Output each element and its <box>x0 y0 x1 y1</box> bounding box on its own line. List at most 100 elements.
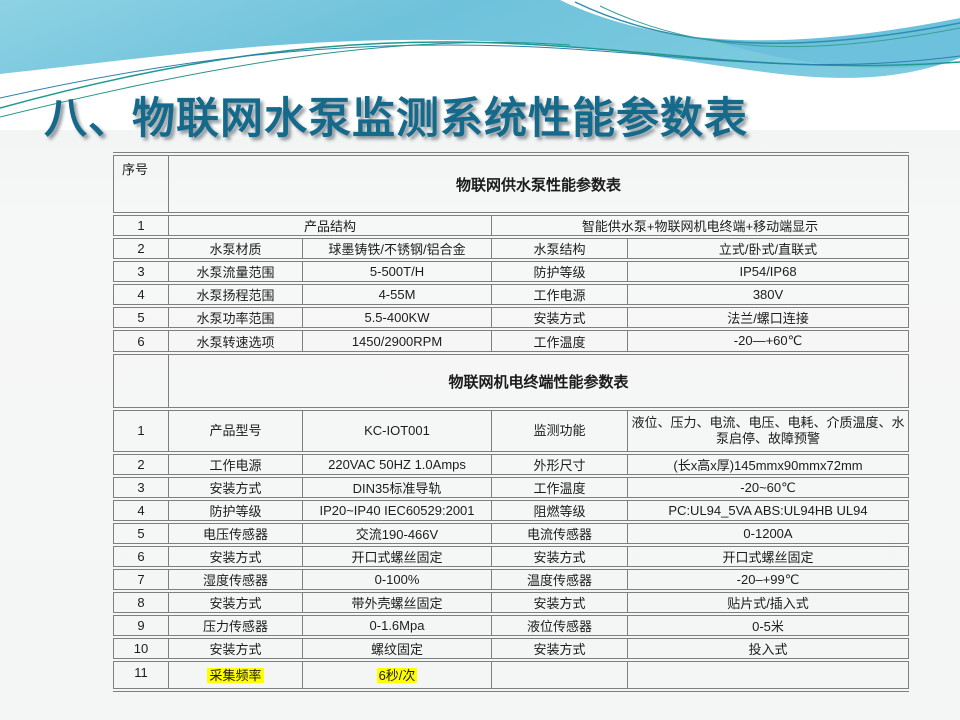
highlighted-value: 6秒/次 <box>376 668 418 683</box>
cell-value: 4-55M <box>302 281 492 308</box>
cell-value: 智能供水泵+物联网机电终端+移动端显示 <box>490 212 910 239</box>
cell-serial: 6 <box>113 327 169 355</box>
cell-label: 工作温度 <box>491 474 628 501</box>
cell-value: 投入式 <box>626 635 910 662</box>
cell-value: DIN35标准导轨 <box>302 474 492 501</box>
cell-value: 0-100% <box>302 566 492 593</box>
cell-serial: 4 <box>113 497 169 524</box>
cell-label: 水泵转速选项 <box>168 327 303 355</box>
cell-label: 安装方式 <box>168 543 303 570</box>
cell-serial: 5 <box>113 304 169 331</box>
cell-label: 产品结构 <box>168 212 492 239</box>
table-row: 3 安装方式 DIN35标准导轨 工作温度 -20~60℃ <box>113 474 910 501</box>
cell-label: 产品型号 <box>168 407 303 455</box>
cell-value: PC:UL94_5VA ABS:UL94HB UL94 <box>626 497 910 524</box>
cell-value: 0-5米 <box>626 612 910 639</box>
cell-label: 水泵流量范围 <box>168 258 303 285</box>
cell-label: 安装方式 <box>168 589 303 616</box>
cell-value: -20—+60℃ <box>626 327 910 355</box>
cell-label: 安装方式 <box>168 474 303 501</box>
table-row: 9 压力传感器 0-1.6Mpa 液位传感器 0-5米 <box>113 612 910 639</box>
highlighted-label: 采集频率 <box>207 668 264 683</box>
table-row: 10 安装方式 螺纹固定 安装方式 投入式 <box>113 635 910 662</box>
cell-label: 阻燃等级 <box>491 497 628 524</box>
cell-label: 工作温度 <box>491 327 628 355</box>
wave-decoration <box>0 0 960 130</box>
cell-value: 液位、压力、电流、电压、电耗、介质温度、水泵启停、故障预警 <box>626 407 910 455</box>
cell-value: 1450/2900RPM <box>302 327 492 355</box>
table-row: 3 水泵流量范围 5-500T/H 防护等级 IP54/IP68 <box>113 258 910 285</box>
table-header-row: 序号 物联网供水泵性能参数表 <box>113 152 910 216</box>
cell-serial: 6 <box>113 543 169 570</box>
cell-value: 5.5-400KW <box>302 304 492 331</box>
table-row: 5 电压传感器 交流190-466V 电流传感器 0-1200A <box>113 520 910 547</box>
cell-value: 贴片式/插入式 <box>626 589 910 616</box>
cell-label: 工作电源 <box>491 281 628 308</box>
cell-value: 0-1200A <box>626 520 910 547</box>
cell-label: 监测功能 <box>491 407 628 455</box>
cell-label: 湿度传感器 <box>168 566 303 593</box>
cell-label: 外形尺寸 <box>491 451 628 478</box>
cell-label: 安装方式 <box>491 304 628 331</box>
cell-label: 水泵功率范围 <box>168 304 303 331</box>
cell-value: 立式/卧式/直联式 <box>626 235 910 262</box>
table-row: 1 产品结构 智能供水泵+物联网机电终端+移动端显示 <box>113 212 910 239</box>
cell-label: 安装方式 <box>491 589 628 616</box>
cell-value: IP20~IP40 IEC60529:2001 <box>302 497 492 524</box>
cell-serial: 3 <box>113 474 169 501</box>
cell-serial: 1 <box>113 407 169 455</box>
cell-label: 安装方式 <box>168 635 303 662</box>
cell-value: 开口式螺丝固定 <box>302 543 492 570</box>
cell-value: 螺纹固定 <box>302 635 492 662</box>
table-row: 5 水泵功率范围 5.5-400KW 安装方式 法兰/螺口连接 <box>113 304 910 331</box>
cell-label: 水泵材质 <box>168 235 303 262</box>
cell-value: 0-1.6Mpa <box>302 612 492 639</box>
cell-value: (长x高x厚)145mmx90mmx72mm <box>626 451 910 478</box>
cell-label: 安装方式 <box>491 635 628 662</box>
cell-label: 水泵扬程范围 <box>168 281 303 308</box>
cell-label: 防护等级 <box>168 497 303 524</box>
cell-value: 法兰/螺口连接 <box>626 304 910 331</box>
cell-serial: 11 <box>113 658 169 692</box>
cell-value: 球墨铸铁/不锈钢/铝合金 <box>302 235 492 262</box>
cell-label: 安装方式 <box>491 543 628 570</box>
cell-value: 5-500T/H <box>302 258 492 285</box>
cell-serial: 8 <box>113 589 169 616</box>
cell-serial: 7 <box>113 566 169 593</box>
table-row: 4 防护等级 IP20~IP40 IEC60529:2001 阻燃等级 PC:U… <box>113 497 910 524</box>
table-row: 4 水泵扬程范围 4-55M 工作电源 380V <box>113 281 910 308</box>
table-row: 6 水泵转速选项 1450/2900RPM 工作温度 -20—+60℃ <box>113 327 910 355</box>
cell-serial: 2 <box>113 235 169 262</box>
table-row: 7 湿度传感器 0-100% 温度传感器 -20–+99℃ <box>113 566 910 593</box>
cell-serial: 4 <box>113 281 169 308</box>
parameters-table: 序号 物联网供水泵性能参数表 1 产品结构 智能供水泵+物联网机电终端+移动端显… <box>113 152 910 692</box>
cell-serial: 2 <box>113 451 169 478</box>
cell-value: 6秒/次 <box>302 658 492 692</box>
cell-label: 液位传感器 <box>491 612 628 639</box>
table-row: 2 水泵材质 球墨铸铁/不锈钢/铝合金 水泵结构 立式/卧式/直联式 <box>113 235 910 262</box>
cell-label: 工作电源 <box>168 451 303 478</box>
cell-serial: 9 <box>113 612 169 639</box>
table-row-highlighted: 11 采集频率 6秒/次 <box>113 658 910 692</box>
cell-value: IP54/IP68 <box>626 258 910 285</box>
cell-value: -20~60℃ <box>626 474 910 501</box>
cell-value: KC-IOT001 <box>302 407 492 455</box>
table-row: 1 产品型号 KC-IOT001 监测功能 液位、压力、电流、电压、电耗、介质温… <box>113 407 910 455</box>
cell-serial: 10 <box>113 635 169 662</box>
section1-title: 物联网供水泵性能参数表 <box>167 152 910 216</box>
cell-label: 防护等级 <box>491 258 628 285</box>
cell-serial: 1 <box>113 212 169 239</box>
table-row: 8 安装方式 带外壳螺丝固定 安装方式 贴片式/插入式 <box>113 589 910 616</box>
table-row: 6 安装方式 开口式螺丝固定 安装方式 开口式螺丝固定 <box>113 543 910 570</box>
table-row: 2 工作电源 220VAC 50HZ 1.0Amps 外形尺寸 (长x高x厚)1… <box>113 451 910 478</box>
cell-serial: 5 <box>113 520 169 547</box>
cell-value <box>626 658 910 692</box>
cell-label: 水泵结构 <box>491 235 628 262</box>
cell-label: 电压传感器 <box>168 520 303 547</box>
cell-label: 电流传感器 <box>491 520 628 547</box>
section2-title: 物联网机电终端性能参数表 <box>167 351 910 411</box>
cell-label: 温度传感器 <box>491 566 628 593</box>
page-title: 八、物联网水泵监测系统性能参数表 <box>44 95 748 143</box>
cell-label: 采集频率 <box>168 658 303 692</box>
